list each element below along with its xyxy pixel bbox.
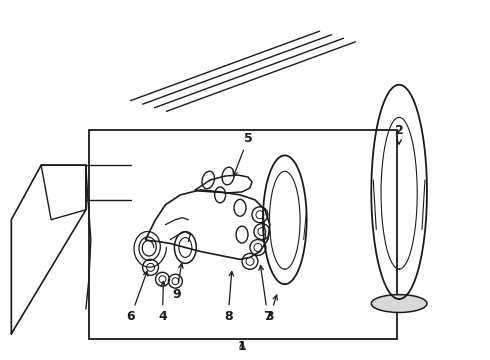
Text: 6: 6 bbox=[126, 271, 147, 323]
Text: 8: 8 bbox=[224, 271, 234, 323]
Text: 9: 9 bbox=[172, 264, 183, 301]
Bar bbox=[89, 130, 397, 339]
Text: 4: 4 bbox=[158, 282, 167, 323]
Text: 7: 7 bbox=[259, 266, 272, 323]
Text: 3: 3 bbox=[266, 295, 277, 323]
Text: 5: 5 bbox=[233, 132, 252, 176]
Ellipse shape bbox=[371, 294, 427, 312]
Text: 2: 2 bbox=[395, 124, 403, 144]
Text: 1: 1 bbox=[238, 340, 246, 353]
